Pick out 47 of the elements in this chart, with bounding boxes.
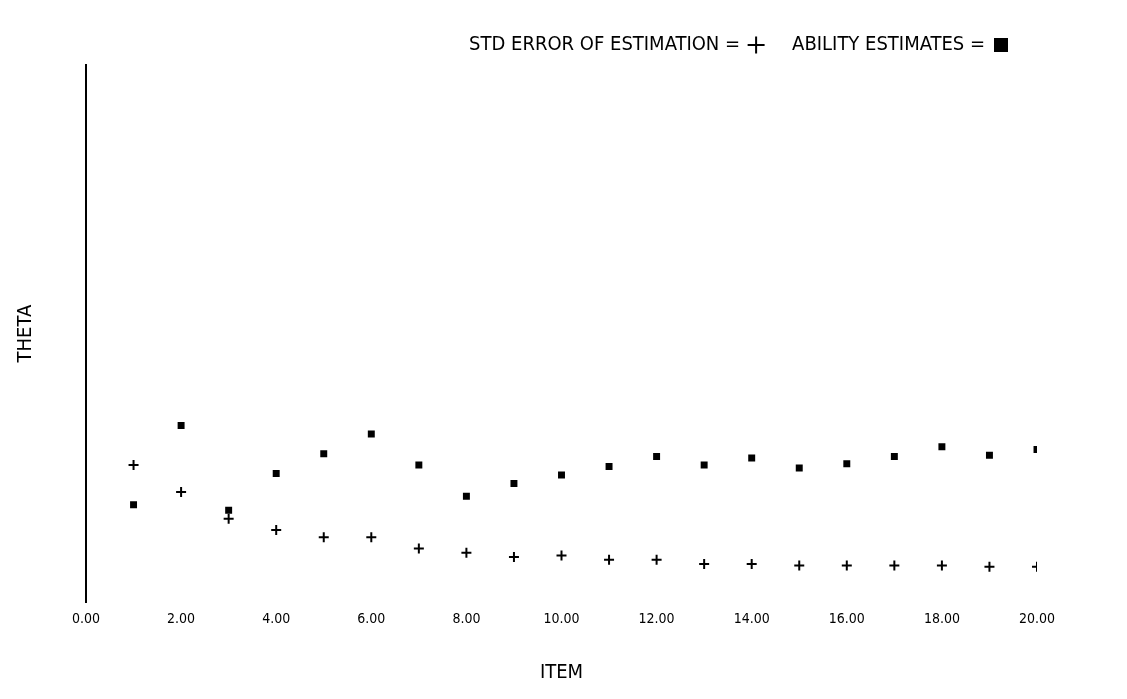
point — [748, 454, 756, 462]
point — [130, 501, 138, 509]
y-axis-title: THETA — [12, 304, 37, 364]
x-tick-label: 4.00 — [262, 610, 291, 627]
point — [558, 471, 565, 479]
x-tick-label: 18.00 — [923, 610, 960, 627]
x-tick-label: 0.00 — [71, 610, 101, 627]
point — [653, 453, 661, 461]
point — [222, 512, 235, 525]
x-tick-label: 8.00 — [452, 610, 481, 627]
point — [272, 470, 280, 478]
point — [795, 464, 803, 472]
point — [605, 463, 613, 470]
point — [462, 492, 470, 500]
x-tick-label: 16.00 — [828, 610, 865, 627]
point — [890, 453, 898, 461]
point — [225, 506, 233, 514]
x-tick-label: 12.00 — [638, 610, 675, 627]
x-tick-label: 14.00 — [733, 610, 770, 627]
point — [935, 559, 948, 572]
x-axis-title: ITEM — [539, 659, 584, 684]
x-tick-label: 10.00 — [543, 610, 580, 627]
x-tick-label: 20.00 — [1018, 610, 1056, 627]
x-tick-label: 2.00 — [167, 610, 196, 627]
legend-label: STD ERROR OF ESTIMATION = — [469, 31, 741, 56]
point — [367, 430, 375, 438]
point — [365, 531, 378, 544]
point — [650, 553, 663, 566]
point — [793, 559, 806, 572]
point — [177, 422, 185, 429]
point — [603, 553, 616, 566]
point — [985, 451, 993, 459]
point — [938, 443, 946, 451]
point — [843, 460, 851, 468]
point — [320, 450, 328, 458]
point — [888, 559, 901, 572]
point — [412, 542, 425, 555]
point — [700, 461, 708, 469]
point — [983, 560, 996, 573]
legend-label: ABILITY ESTIMATES = — [792, 31, 985, 56]
point — [840, 559, 853, 572]
x-tick-label: 6.00 — [357, 610, 386, 627]
point — [415, 461, 423, 469]
point — [555, 549, 568, 562]
point — [510, 479, 518, 487]
point — [460, 546, 473, 559]
point — [317, 531, 330, 544]
